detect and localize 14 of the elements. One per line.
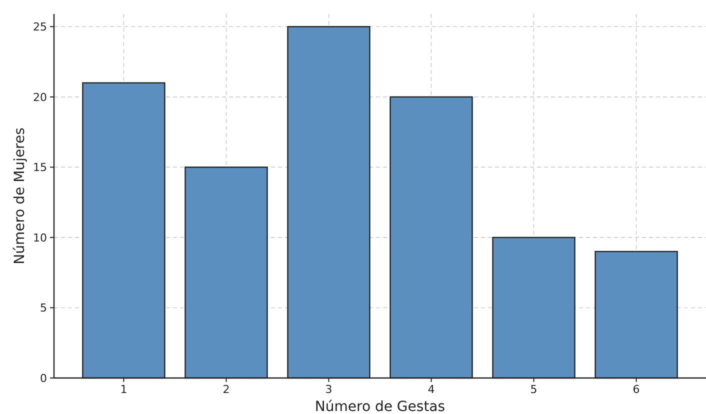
y-tick-label: 20 — [33, 90, 47, 104]
x-tick-label: 5 — [530, 383, 538, 396]
x-tick-label: 2 — [222, 383, 230, 396]
x-tick-label: 1 — [120, 383, 128, 396]
y-tick-label: 0 — [40, 372, 47, 385]
y-axis-title: Número de Mujeres — [12, 128, 28, 264]
x-axis-title: Número de Gestas — [314, 399, 446, 414]
x-tick-label: 6 — [632, 383, 640, 396]
x-tick-label: 3 — [325, 383, 332, 396]
y-tick-label: 10 — [33, 231, 47, 244]
x-tick-label: 4 — [428, 383, 435, 396]
y-tick-label: 25 — [33, 20, 47, 34]
y-tick-label: 5 — [40, 302, 47, 315]
y-tick-label: 15 — [33, 161, 47, 174]
